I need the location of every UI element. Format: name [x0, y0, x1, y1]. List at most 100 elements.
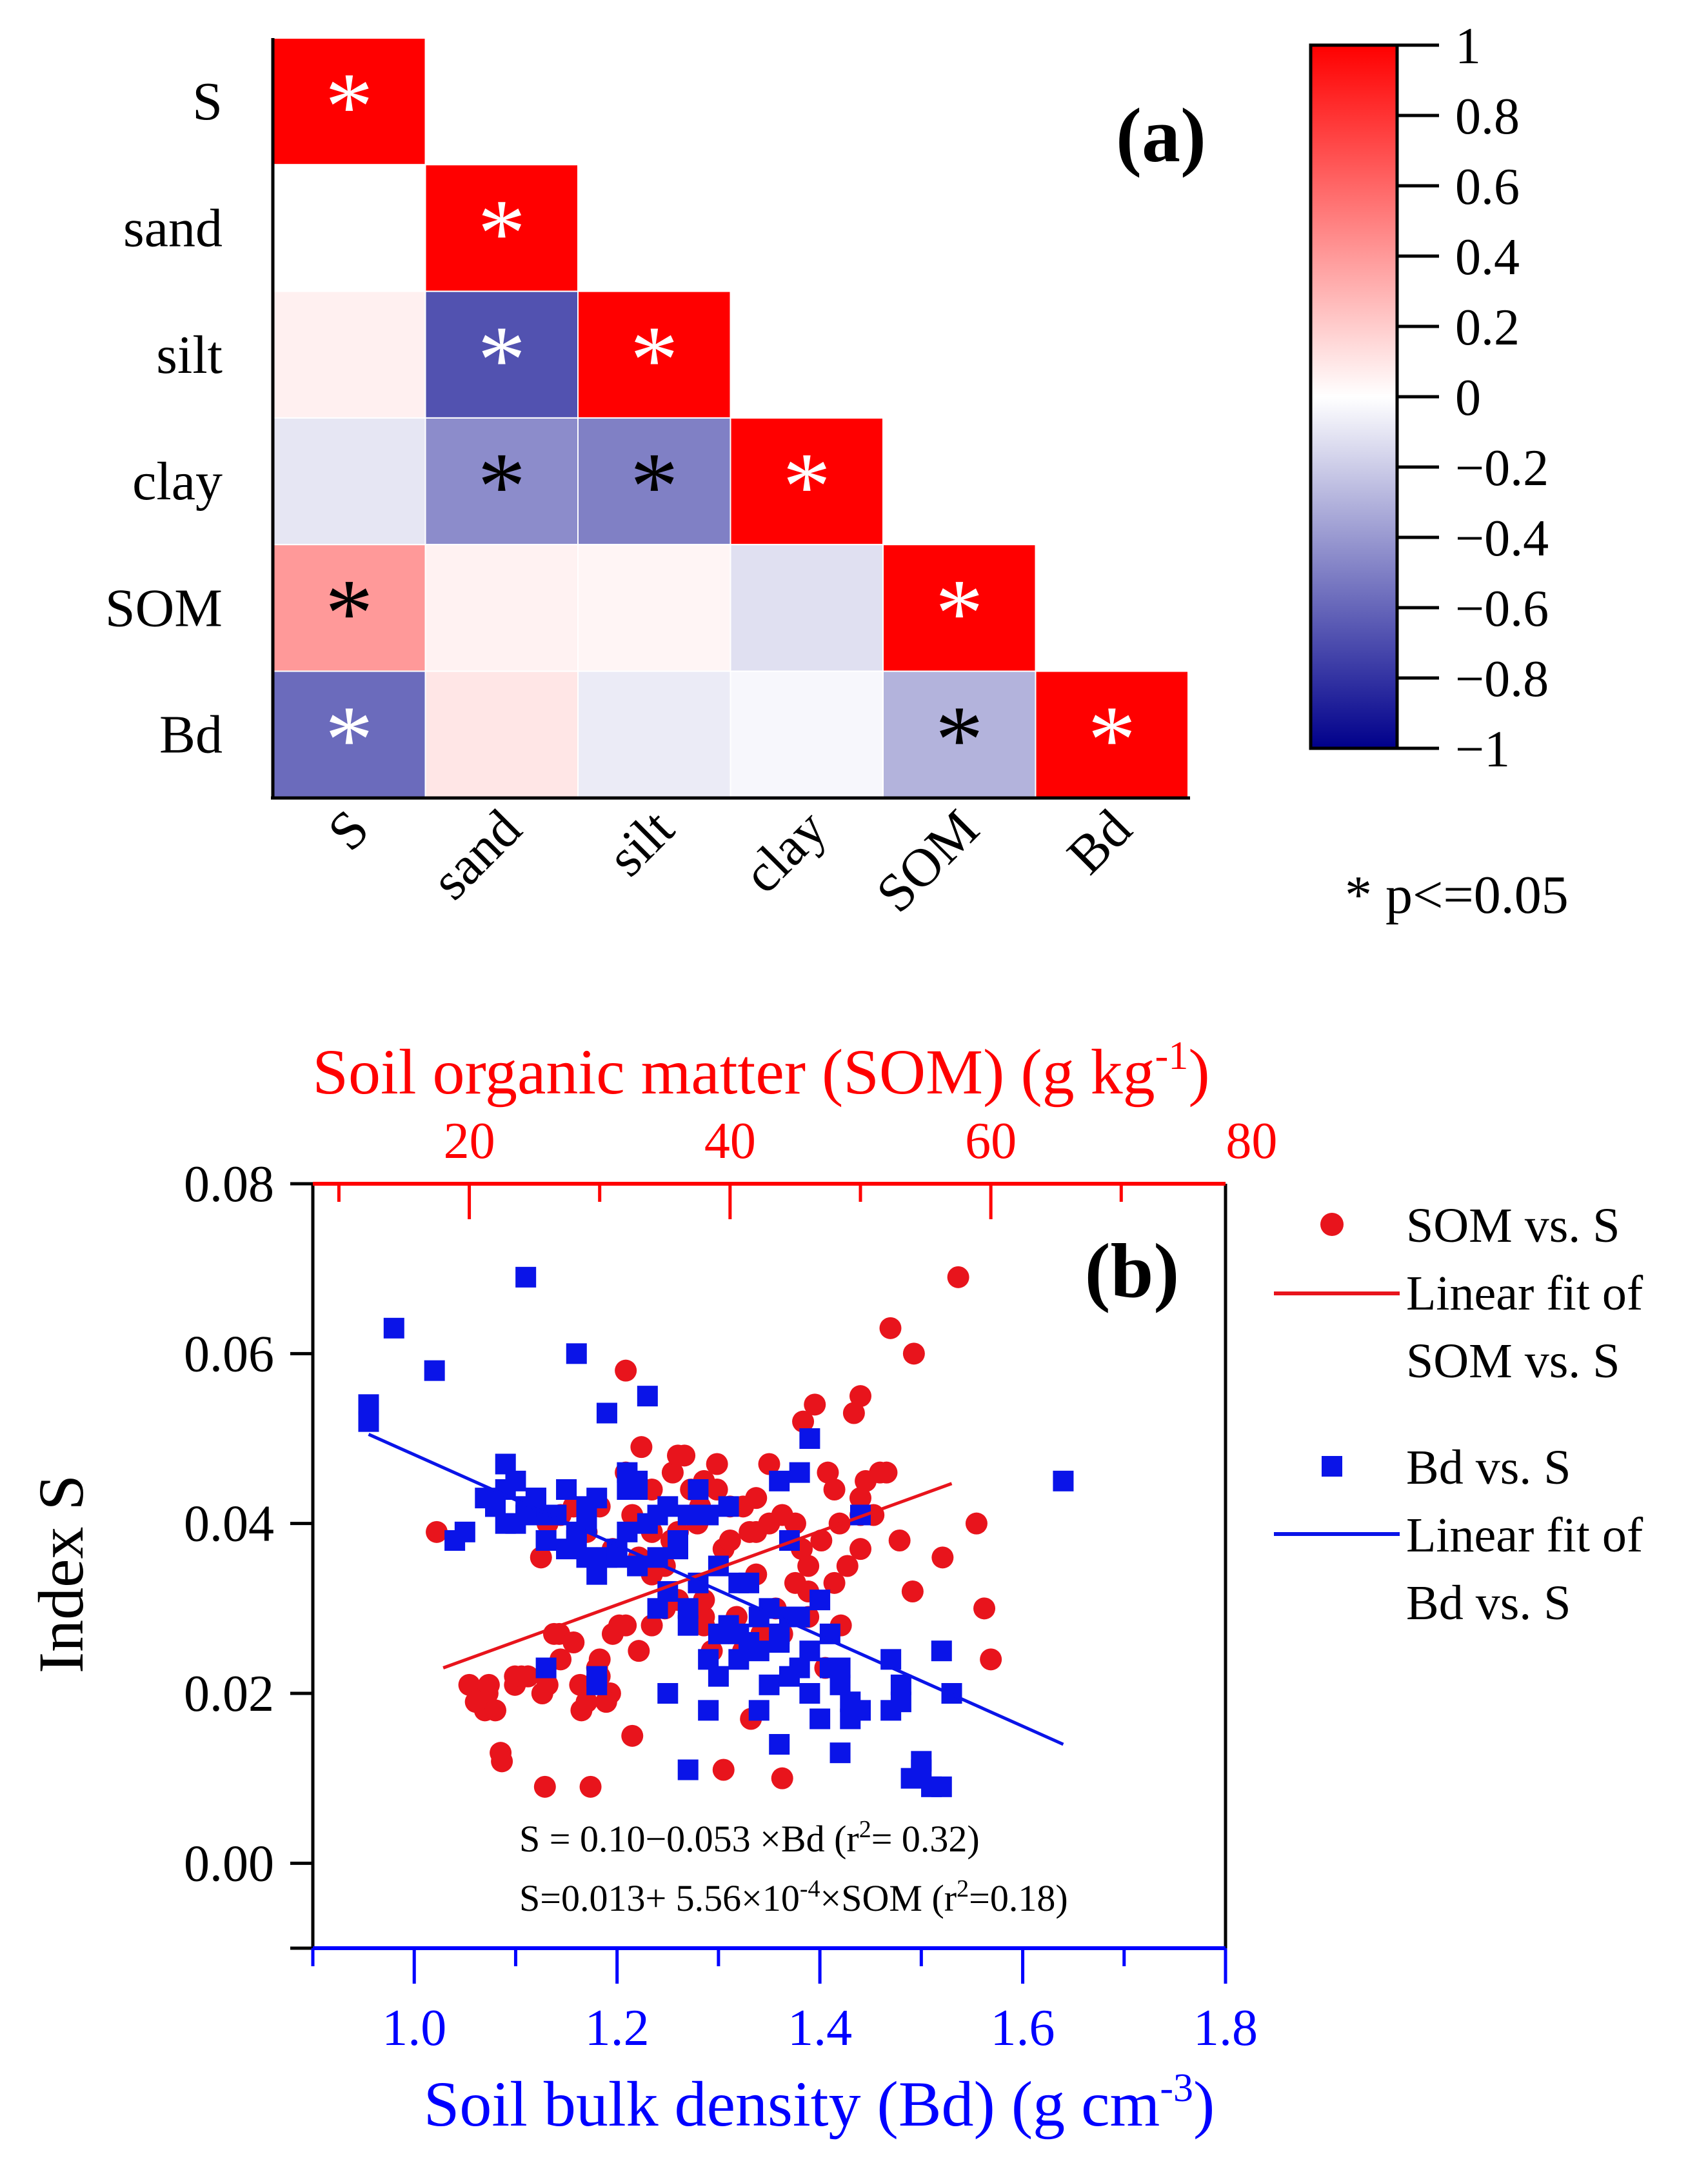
- bd-point: [556, 1479, 577, 1500]
- heatmap-cell-sand-S: [272, 164, 426, 292]
- heatmap-cell-SOM-clay: [730, 544, 884, 672]
- significance-star: *: [935, 686, 984, 793]
- heatmap-cell-Bd-S: [272, 670, 426, 799]
- heatmap-column-label: silt: [596, 799, 685, 888]
- heatmap-cell-Bd-sand: [424, 670, 579, 799]
- heatmap-cell-SOM-S: [272, 544, 426, 672]
- significance-star: *: [630, 306, 679, 414]
- colorbar-tick-label: −0.6: [1455, 581, 1549, 637]
- colorbar-tick-label: −0.2: [1455, 440, 1549, 497]
- legend-som-fit-label-1: Linear fit of: [1406, 1266, 1643, 1321]
- top-tick-label: 20: [444, 1113, 495, 1170]
- som-point: [888, 1530, 911, 1551]
- som-point: [533, 1775, 556, 1798]
- bd-point: [840, 1691, 861, 1713]
- heatmap-column-label: sand: [421, 799, 533, 912]
- som-point: [849, 1538, 871, 1560]
- bd-point: [424, 1360, 445, 1381]
- y-tick-label: 0.04: [184, 1496, 274, 1553]
- bd-point: [454, 1521, 475, 1542]
- bd-point: [1053, 1470, 1074, 1491]
- significance-star: *: [477, 179, 526, 286]
- som-point: [562, 1631, 585, 1653]
- top-tick-label: 40: [704, 1113, 756, 1170]
- som-eq-part-b: ×SOM (r: [820, 1877, 957, 1919]
- bd-point: [515, 1266, 537, 1288]
- som-point: [842, 1402, 865, 1424]
- som-point: [771, 1767, 793, 1789]
- bd-point: [759, 1674, 780, 1695]
- bottom-tick-label: 1.8: [1193, 2000, 1258, 2057]
- bottom-axis-title: Soil bulk density (Bd) (g cm-3): [424, 2066, 1215, 2140]
- bd-point: [566, 1530, 587, 1551]
- colorbar-tick-label: 0: [1455, 370, 1481, 426]
- bd-point: [677, 1759, 699, 1780]
- significance-star: *: [325, 559, 373, 666]
- y-axis-ticks: 0.00 0.02 0.04 0.06 0.08: [184, 1156, 313, 1950]
- bd-point: [739, 1572, 760, 1593]
- bd-point: [688, 1479, 709, 1500]
- significance-star: *: [935, 559, 984, 666]
- top-axis-ticks: 20 40 60 80: [337, 1113, 1277, 1219]
- bottom-axis-title-sup: -3: [1160, 2066, 1193, 2110]
- legend-bd-points-label: Bd vs. S: [1406, 1440, 1571, 1495]
- heatmap-cell-S-S: [272, 37, 426, 166]
- bd-point: [829, 1742, 851, 1764]
- fit-lines: [368, 1433, 1064, 1746]
- bd-point: [769, 1623, 790, 1644]
- som-point: [712, 1759, 735, 1781]
- som-point: [484, 1699, 506, 1722]
- som-point: [758, 1453, 780, 1475]
- som-point: [706, 1453, 728, 1475]
- legend-bd-fit-label-1: Linear fit of: [1406, 1508, 1643, 1562]
- som-point: [947, 1266, 969, 1288]
- som-point: [980, 1648, 1002, 1671]
- bottom-tick-label: 1.4: [788, 2000, 852, 2057]
- bd-point: [931, 1640, 952, 1662]
- bd-point: [728, 1649, 750, 1670]
- som-point: [588, 1648, 611, 1671]
- colorbar-tick-label: 0.2: [1455, 299, 1520, 356]
- significance-star: *: [630, 433, 679, 540]
- heatmap-cell-SOM-silt: [577, 544, 731, 672]
- bd-point: [617, 1479, 638, 1500]
- som-point: [931, 1546, 954, 1569]
- heatmap-column-label: S: [317, 799, 381, 862]
- heatmap-cell-clay-sand: [424, 417, 579, 546]
- legend-bd-fit-label-2: Bd vs. S: [1406, 1576, 1571, 1630]
- som-point: [879, 1317, 902, 1339]
- bd-point: [637, 1386, 658, 1407]
- som-eq-part-c: =0.18): [969, 1877, 1068, 1919]
- legend: SOM vs. S Linear fit of SOM vs. S Bd vs.…: [1274, 1199, 1643, 1630]
- bottom-tick-label: 1.6: [991, 2000, 1055, 2057]
- som-fit-line: [442, 1482, 953, 1670]
- bd-point: [586, 1488, 608, 1509]
- som-point: [595, 1691, 617, 1713]
- bd-point: [769, 1470, 790, 1491]
- top-axis-title-sup: -1: [1155, 1034, 1189, 1078]
- som-point: [693, 1606, 715, 1628]
- bd-point: [931, 1776, 952, 1797]
- panel-a-label: (a): [1116, 92, 1206, 178]
- colorbar-ticks: 1 0.8 0.6 0.4 0.2 0 −0.2 −0.4 −0.6 −0.8 −1: [1397, 18, 1549, 778]
- significance-star: *: [477, 306, 526, 414]
- bd-eq-part-a: S = 0.10−0.053 ×Bd (r: [519, 1818, 859, 1860]
- heatmap-cell-clay-silt: [577, 417, 731, 546]
- bd-eq-sup: 2: [859, 1816, 871, 1843]
- som-eq-sup-1: -4: [800, 1875, 820, 1902]
- bd-point: [535, 1530, 557, 1551]
- bd-point: [566, 1343, 587, 1364]
- bottom-tick-label: 1.0: [382, 2000, 446, 2057]
- heatmap-cell-Bd-silt: [577, 670, 731, 799]
- som-point: [745, 1487, 768, 1510]
- bd-point: [677, 1504, 699, 1526]
- som-point: [792, 1410, 815, 1433]
- heatmap-row-label: SOM: [105, 578, 223, 638]
- significance-star: *: [1087, 686, 1136, 793]
- colorbar-tick-label: 0.8: [1455, 88, 1520, 145]
- som-point: [817, 1461, 839, 1484]
- top-axis-title-main: Soil organic matter (SOM) (g kg: [312, 1036, 1155, 1108]
- top-tick-label: 60: [965, 1113, 1017, 1170]
- heatmap-column-label: clay: [731, 799, 838, 905]
